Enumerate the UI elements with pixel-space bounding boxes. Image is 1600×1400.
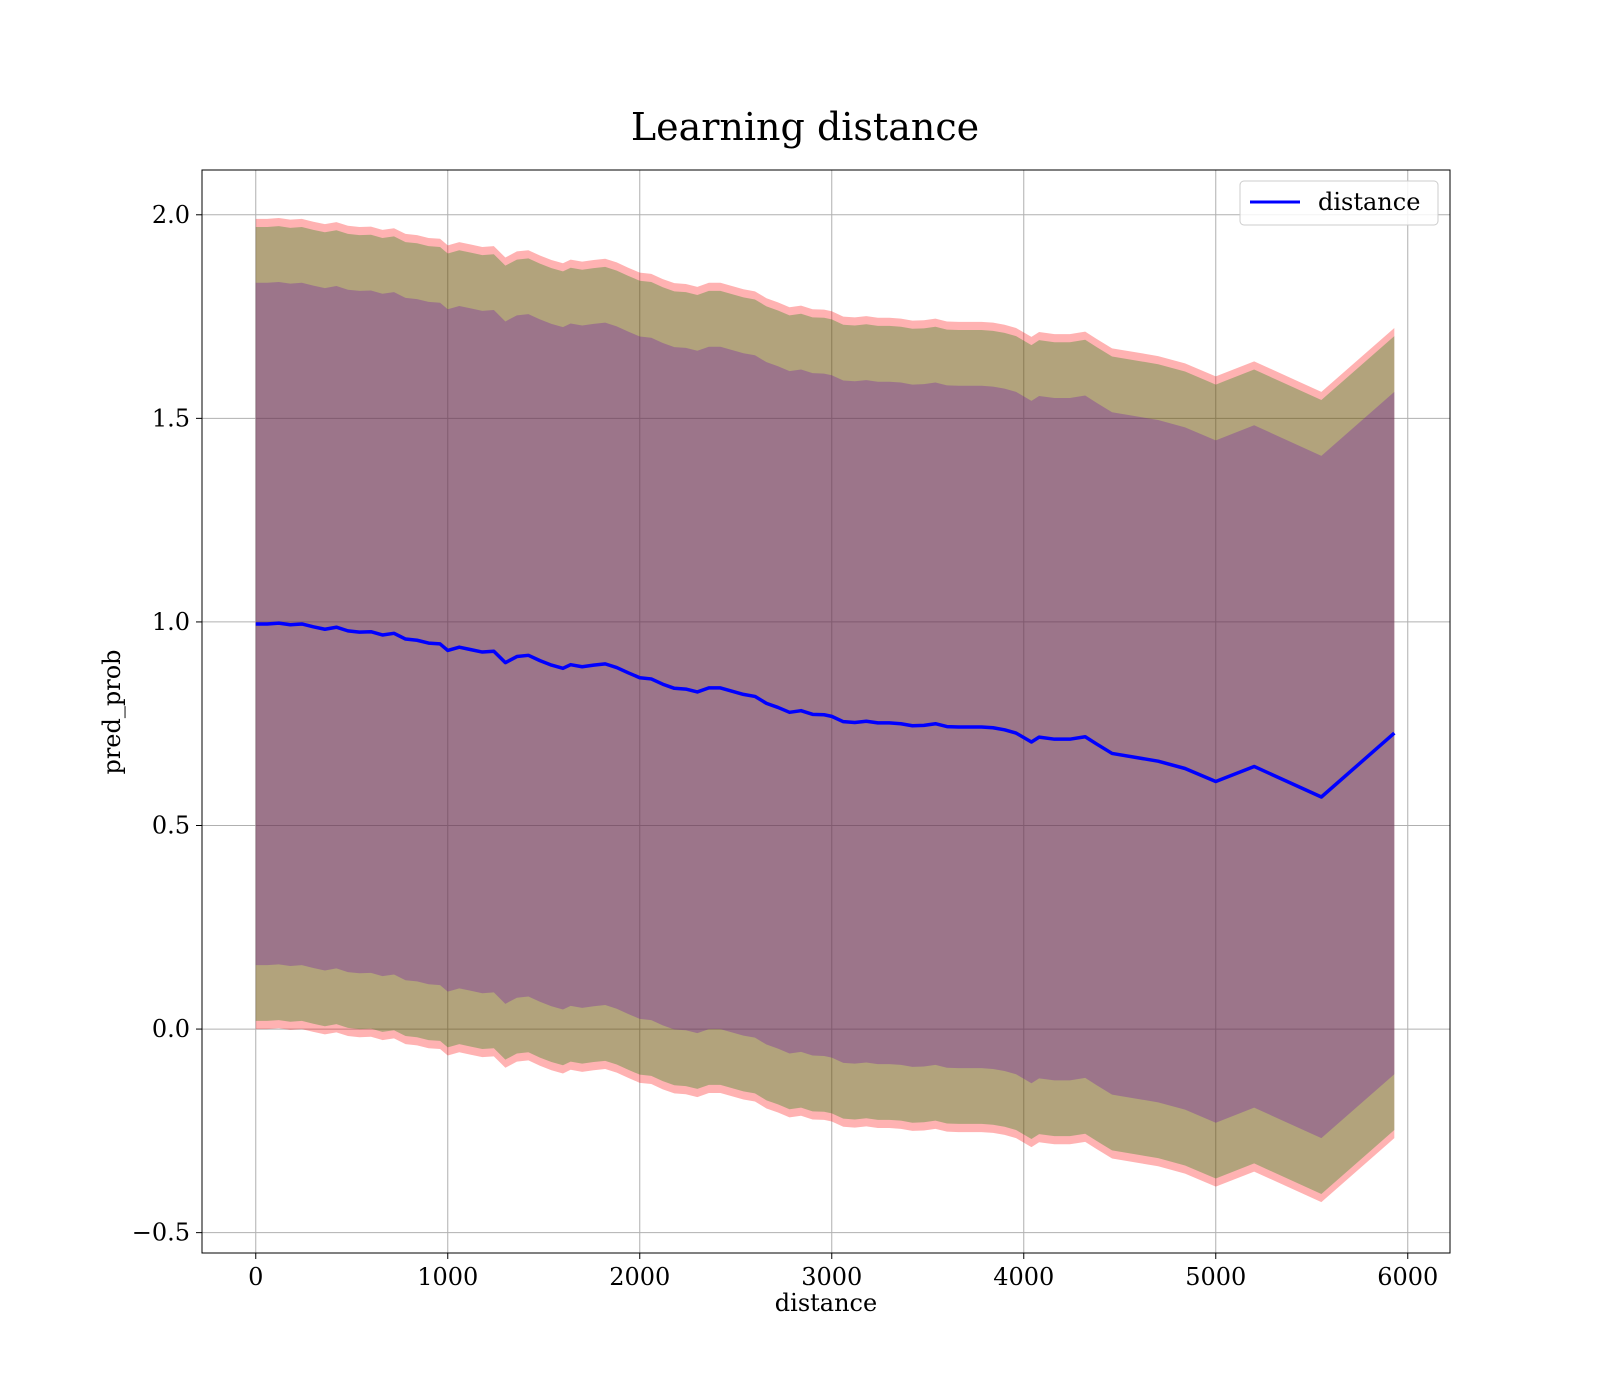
y-tick-label: 0.5 [152, 812, 190, 840]
x-tick-label: 6000 [1377, 1263, 1438, 1291]
confidence-band-3 [255, 281, 1395, 1139]
x-tick-label: 5000 [1185, 1263, 1246, 1291]
plot-frame [201, 169, 1451, 1254]
series-line-distance [255, 621, 1396, 799]
x-tick-label: 3000 [801, 1263, 862, 1291]
x-tick-label: 0 [248, 1263, 263, 1291]
y-tick-label: −0.5 [132, 1219, 190, 1247]
y-tick-label: 1.0 [152, 608, 190, 636]
series-lines [255, 621, 1396, 799]
x-axis-label: distance [775, 1289, 877, 1317]
y-tick-label: 2.0 [152, 201, 190, 229]
confidence-band-2 [255, 226, 1395, 1194]
x-tick-label: 2000 [609, 1263, 670, 1291]
legend: distance [1239, 180, 1439, 226]
legend-label-distance: distance [1318, 188, 1420, 216]
chart-title: Learning distance [631, 105, 979, 149]
y-tick-label: 1.5 [152, 404, 190, 432]
y-tick-label: 0.0 [152, 1015, 190, 1043]
legend-box [1239, 180, 1439, 226]
y-axis-label: pred_prob [98, 649, 126, 774]
confidence-bands [255, 218, 1395, 1203]
y-axis-ticks: −0.5 0.0 0.5 1.0 1.5 2.0 [132, 201, 202, 1247]
x-tick-label: 4000 [993, 1263, 1054, 1291]
x-tick-label: 1000 [417, 1263, 478, 1291]
x-axis-ticks: 0 1000 2000 3000 4000 5000 6000 [248, 1253, 1438, 1291]
confidence-band-1 [255, 218, 1395, 1203]
